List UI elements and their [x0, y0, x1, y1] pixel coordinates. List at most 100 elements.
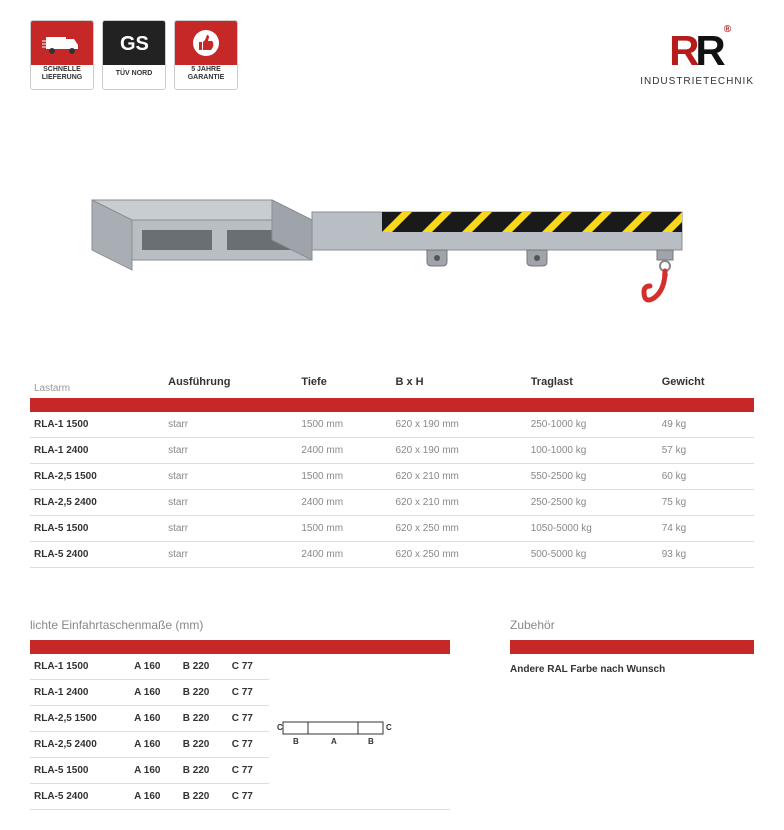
logo-mark: RR®: [669, 30, 725, 72]
table-row: RLA-2,5 1500starr1500 mm620 x 210 mm550-…: [30, 464, 754, 490]
pocket-diagram: C C A B B: [269, 654, 450, 810]
cell: 2400 mm: [297, 438, 391, 464]
cell: 2400 mm: [297, 490, 391, 516]
cell: 57 kg: [658, 438, 754, 464]
table-corner: Lastarm: [30, 370, 164, 398]
table-divider: [30, 398, 754, 412]
cell: RLA-5 1500: [30, 516, 164, 542]
svg-text:B: B: [293, 737, 299, 746]
col-header: Gewicht: [658, 370, 754, 398]
badge-label: 5 JAHRE GARANTIE: [188, 62, 225, 86]
cell: RLA-2,5 2400: [30, 732, 130, 758]
cell: starr: [164, 464, 297, 490]
cell: 620 x 210 mm: [391, 464, 526, 490]
table-row: RLA-2,5 2400starr2400 mm620 x 210 mm250-…: [30, 490, 754, 516]
cell: 1500 mm: [297, 516, 391, 542]
cell: A 160: [130, 654, 179, 680]
svg-text:B: B: [368, 737, 374, 746]
svg-text:A: A: [331, 737, 337, 746]
cell: B 220: [179, 732, 228, 758]
cell: B 220: [179, 706, 228, 732]
logo-subtitle: INDUSTRIETECHNIK: [640, 76, 754, 87]
product-image: [30, 120, 754, 340]
cell: C 77: [228, 706, 269, 732]
cell: RLA-5 2400: [30, 784, 130, 810]
cell: RLA-1 2400: [30, 438, 164, 464]
dim-title: lichte Einfahrtaschenmaße (mm): [30, 618, 450, 632]
cell: A 160: [130, 680, 179, 706]
badge-warranty: 5 JAHRE GARANTIE: [174, 20, 238, 90]
cell: 620 x 250 mm: [391, 516, 526, 542]
cell: 49 kg: [658, 412, 754, 438]
cell: 500-5000 kg: [527, 542, 658, 568]
table-divider: [30, 640, 450, 654]
svg-text:C: C: [386, 723, 392, 732]
cell: C 77: [228, 732, 269, 758]
cell: 2400 mm: [297, 542, 391, 568]
badge-label: TÜV NORD: [116, 62, 153, 86]
cell: RLA-5 1500: [30, 758, 130, 784]
cell: B 220: [179, 680, 228, 706]
col-header: B x H: [391, 370, 526, 398]
cell: 620 x 190 mm: [391, 412, 526, 438]
table-divider: [510, 640, 754, 654]
badge-label: SCHNELLE LIEFERUNG: [42, 62, 82, 86]
cell: B 220: [179, 654, 228, 680]
cell: C 77: [228, 654, 269, 680]
cell: starr: [164, 490, 297, 516]
cell: 250-2500 kg: [527, 490, 658, 516]
cell: 250-1000 kg: [527, 412, 658, 438]
brand-logo: RR® INDUSTRIETECHNIK: [640, 30, 754, 87]
col-header: Traglast: [527, 370, 658, 398]
cell: 1500 mm: [297, 412, 391, 438]
cell: 100-1000 kg: [527, 438, 658, 464]
cell: 60 kg: [658, 464, 754, 490]
svg-text:C: C: [277, 723, 283, 732]
cell: 1050-5000 kg: [527, 516, 658, 542]
cell: RLA-1 2400: [30, 680, 130, 706]
gs-icon: GS: [103, 21, 165, 65]
cell: RLA-5 2400: [30, 542, 164, 568]
cell: 620 x 250 mm: [391, 542, 526, 568]
cell: 93 kg: [658, 542, 754, 568]
cell: 1500 mm: [297, 464, 391, 490]
cell: starr: [164, 412, 297, 438]
cell: 620 x 210 mm: [391, 490, 526, 516]
table-row: RLA-1 1500starr1500 mm620 x 190 mm250-10…: [30, 412, 754, 438]
cell: C 77: [228, 680, 269, 706]
table-row: RLA-5 2400starr2400 mm620 x 250 mm500-50…: [30, 542, 754, 568]
dim-table: RLA-1 1500A 160B 220C 77 C C A B B RLA-1…: [30, 640, 450, 810]
cell: 550-2500 kg: [527, 464, 658, 490]
cell: RLA-2,5 2400: [30, 490, 164, 516]
cell: A 160: [130, 758, 179, 784]
cell: C 77: [228, 758, 269, 784]
cell: 74 kg: [658, 516, 754, 542]
cell: RLA-1 1500: [30, 654, 130, 680]
cell: 75 kg: [658, 490, 754, 516]
thumb-icon: [175, 21, 237, 65]
spec-table: Lastarm Ausführung Tiefe B x H Traglast …: [30, 370, 754, 568]
cell: starr: [164, 438, 297, 464]
badge-gs: GS TÜV NORD: [102, 20, 166, 90]
cell: A 160: [130, 732, 179, 758]
table-row: RLA-1 2400starr2400 mm620 x 190 mm100-10…: [30, 438, 754, 464]
cell: B 220: [179, 784, 228, 810]
zubehor-title: Zubehör: [510, 618, 754, 632]
cell: starr: [164, 542, 297, 568]
badges-row: SCHNELLE LIEFERUNG GS TÜV NORD 5 JAHRE G…: [30, 20, 238, 90]
cell: starr: [164, 516, 297, 542]
table-row: RLA-1 1500A 160B 220C 77 C C A B B: [30, 654, 450, 680]
zubehor-text: Andere RAL Farbe nach Wunsch: [510, 664, 754, 675]
cell: A 160: [130, 784, 179, 810]
cell: RLA-2,5 1500: [30, 464, 164, 490]
svg-text:GS: GS: [120, 33, 149, 55]
col-header: Tiefe: [297, 370, 391, 398]
cell: A 160: [130, 706, 179, 732]
table-row: RLA-5 1500starr1500 mm620 x 250 mm1050-5…: [30, 516, 754, 542]
col-header: Ausführung: [164, 370, 297, 398]
cell: RLA-2,5 1500: [30, 706, 130, 732]
cell: B 220: [179, 758, 228, 784]
cell: RLA-1 1500: [30, 412, 164, 438]
badge-delivery: SCHNELLE LIEFERUNG: [30, 20, 94, 90]
cell: C 77: [228, 784, 269, 810]
